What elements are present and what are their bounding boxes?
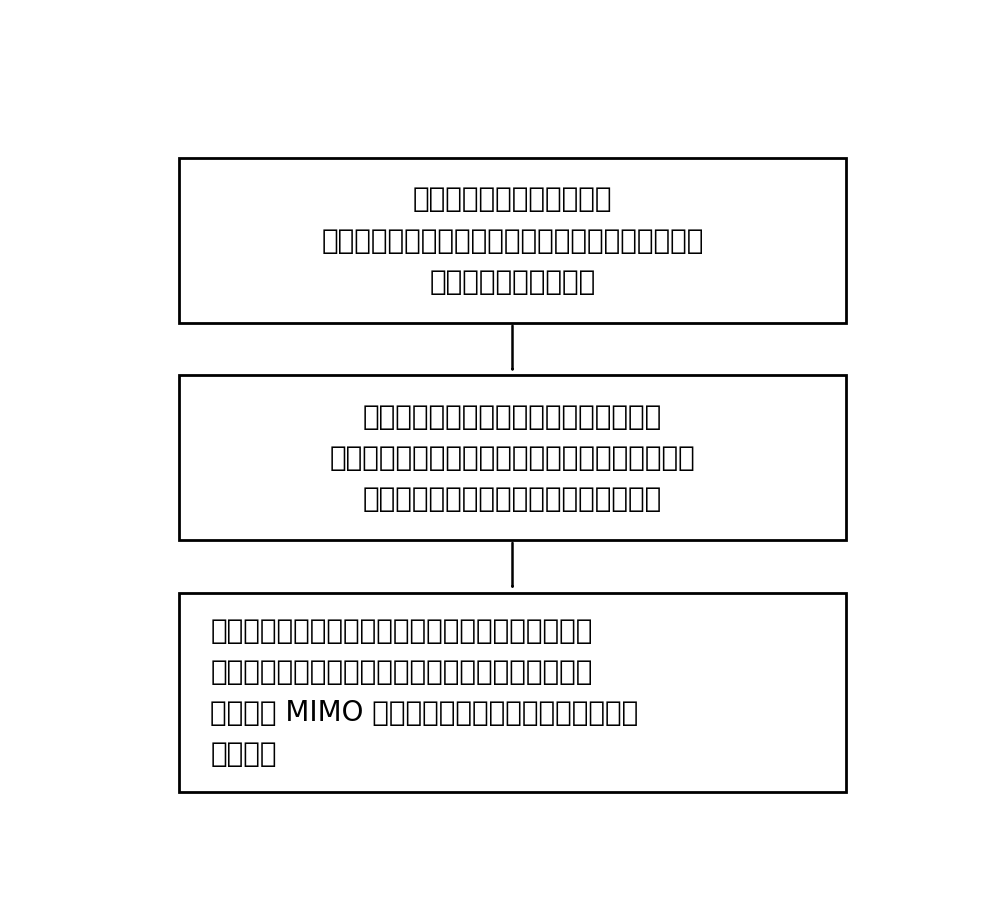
Text: 在各用户移动过程中，随着基站与用户之间统计信道
状态信息的变化，基站动态实施能效和谱效联合优化
的大规模 MIMO 多播传输功率分配，实现能效和谱效
的平衡。: 在各用户移动过程中，随着基站与用户之间统计信道 状态信息的变化，基站动态实施能效… [210, 617, 639, 768]
Bar [179, 376, 846, 541]
Bar [179, 592, 846, 793]
Text: 基站配置大规模天线阵列，
通过波束赋形生成覆盖整个小区的大规模波束集合，
与用户进行多播通信。: 基站配置大规模天线阵列， 通过波束赋形生成覆盖整个小区的大规模波束集合， 与用户… [321, 186, 704, 296]
Text: 基站利用各个用户的统计信道状态信息，
通过构建并求解能效谱效联合优化的波束域功率分
配问题对发送信号进行多播的功率分配。: 基站利用各个用户的统计信道状态信息， 通过构建并求解能效谱效联合优化的波束域功率… [330, 402, 695, 513]
Bar [179, 158, 846, 323]
